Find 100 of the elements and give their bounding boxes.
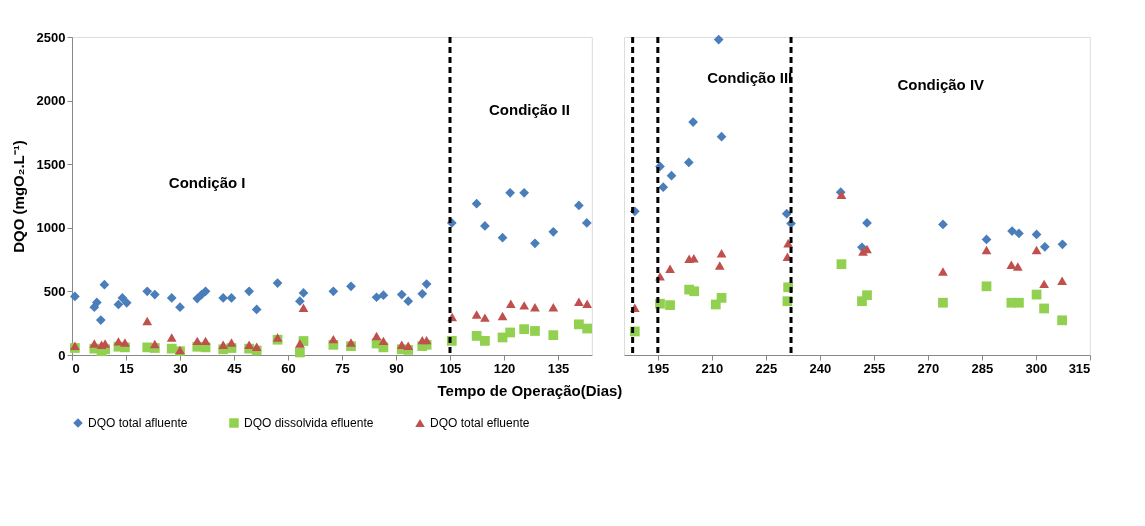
y-tick-label: 0	[58, 347, 66, 363]
point	[582, 323, 593, 334]
x-tick-label: 90	[389, 360, 404, 376]
x-tick-label: 15	[119, 360, 134, 376]
point	[582, 299, 593, 308]
point	[574, 319, 584, 330]
point	[981, 245, 992, 255]
point	[471, 310, 482, 319]
point	[505, 187, 515, 198]
point	[1014, 297, 1024, 308]
point	[574, 297, 584, 307]
point	[497, 311, 508, 321]
x-tick-label: 105	[439, 360, 462, 376]
point	[1014, 228, 1024, 239]
point	[665, 300, 675, 311]
point	[1039, 279, 1049, 289]
point	[371, 331, 382, 341]
point	[149, 289, 160, 300]
point	[244, 286, 254, 297]
point	[1031, 245, 1042, 255]
point	[99, 279, 110, 290]
point	[548, 330, 559, 341]
point	[403, 341, 414, 351]
x-tick-label: 210	[701, 360, 724, 376]
legend-label: DQO total efluente	[430, 416, 530, 430]
point	[200, 286, 211, 297]
legend-label: DQO total afluente	[88, 416, 188, 430]
point	[192, 336, 203, 346]
point	[714, 261, 725, 270]
point	[471, 198, 482, 209]
point	[689, 286, 700, 297]
y-tick-label: 1000	[36, 220, 66, 236]
point	[530, 238, 540, 249]
point	[716, 131, 727, 142]
point	[1039, 241, 1050, 252]
point	[226, 293, 237, 303]
point	[192, 293, 203, 304]
y-tick-label: 500	[43, 283, 66, 299]
point	[89, 339, 100, 348]
point	[298, 303, 309, 312]
x-tick-label: 255	[863, 360, 886, 376]
x-tick-label: 270	[917, 360, 940, 376]
point	[396, 289, 407, 300]
point	[295, 347, 305, 358]
point	[683, 157, 694, 168]
point	[688, 117, 698, 127]
point	[713, 34, 724, 45]
point	[938, 297, 948, 308]
point	[581, 218, 592, 228]
x-tick-label: 120	[493, 360, 516, 376]
legend-label: DQO dissolvida efluente	[244, 416, 374, 430]
point	[166, 293, 177, 303]
point	[658, 182, 669, 193]
point	[403, 296, 414, 307]
x-tick-label: 195	[647, 360, 670, 376]
x-tick-label: 300	[1025, 360, 1048, 376]
point	[1057, 276, 1067, 285]
point	[548, 227, 559, 237]
point	[716, 249, 727, 258]
point	[1012, 262, 1023, 271]
point	[200, 336, 211, 346]
point	[295, 296, 305, 307]
point	[272, 278, 283, 288]
point	[1039, 303, 1049, 314]
point	[1057, 239, 1068, 250]
point	[346, 281, 356, 292]
point	[519, 324, 530, 335]
point	[836, 259, 847, 270]
x-tick-label: 315	[1068, 360, 1091, 376]
point	[120, 338, 130, 347]
point	[519, 301, 530, 310]
point	[251, 304, 262, 315]
point	[1031, 229, 1042, 240]
y-tick-label: 1500	[36, 156, 66, 172]
x-tick-label: 135	[547, 360, 570, 376]
point	[142, 286, 153, 297]
point	[666, 170, 677, 181]
annotation: Condição I	[168, 174, 246, 192]
point	[1057, 315, 1067, 326]
x-tick-label: 75	[335, 360, 350, 376]
point	[417, 288, 428, 299]
point	[783, 239, 794, 248]
point	[574, 200, 584, 211]
x-tick-label: 240	[809, 360, 832, 376]
point	[862, 290, 872, 301]
point	[497, 232, 508, 243]
point	[251, 342, 262, 351]
x-tick-label: 30	[173, 360, 188, 376]
point	[480, 313, 490, 322]
point	[166, 333, 177, 342]
point	[95, 315, 106, 325]
point	[530, 326, 540, 336]
point	[938, 267, 948, 276]
x-tick-label: 60	[281, 360, 296, 376]
point	[328, 334, 339, 344]
point	[378, 336, 389, 346]
x-tick-label: 285	[971, 360, 994, 376]
point	[226, 338, 237, 347]
point	[781, 208, 792, 219]
annotation: Condição II	[489, 101, 570, 119]
